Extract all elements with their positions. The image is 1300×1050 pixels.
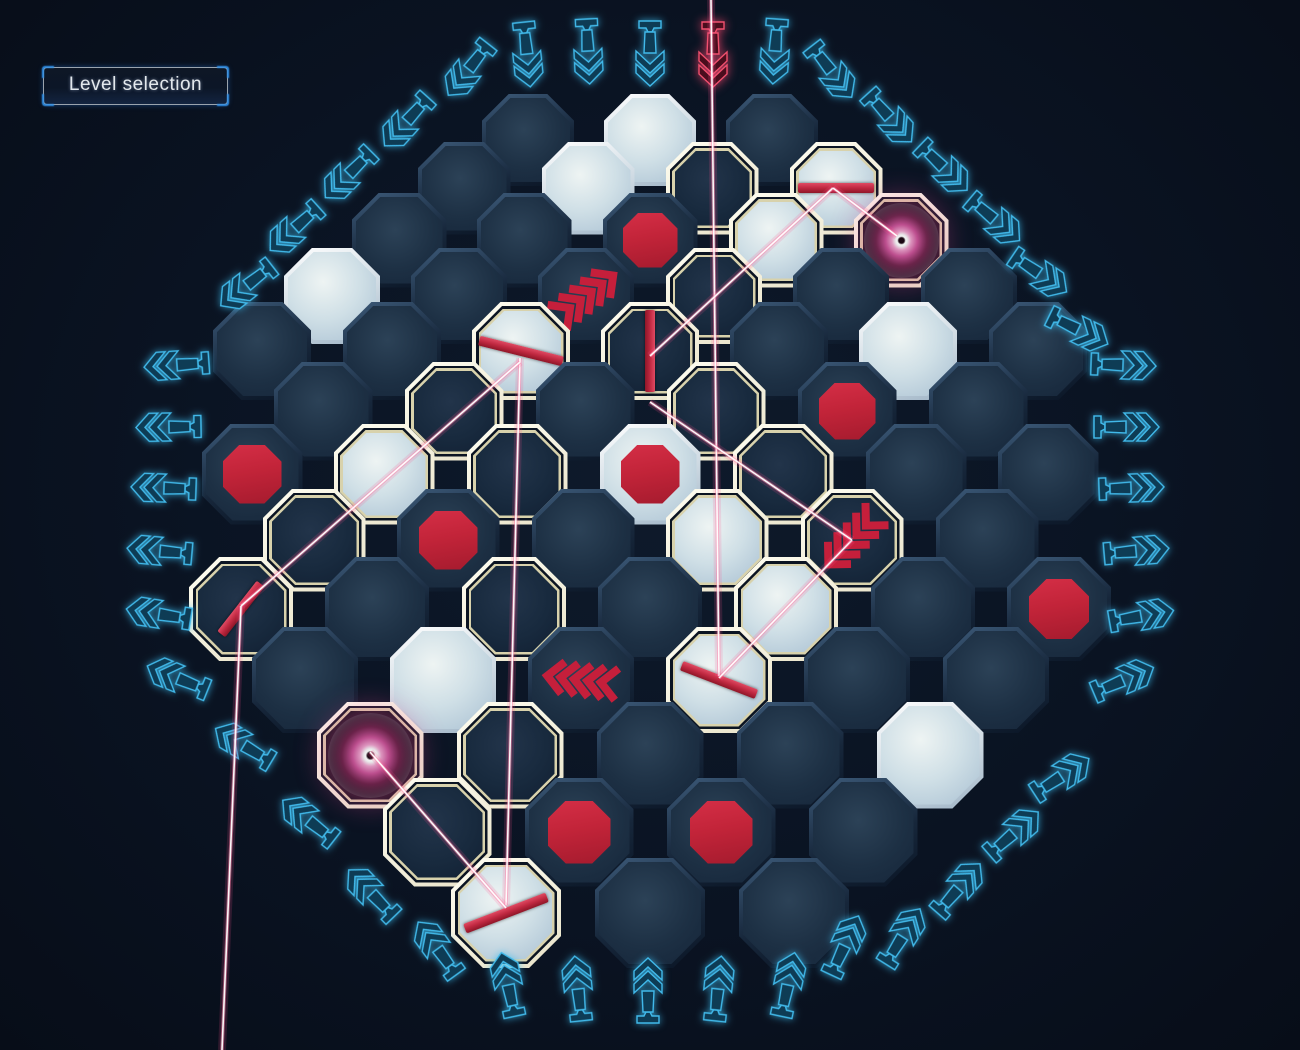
perimeter-arrow-icon[interactable] bbox=[1084, 648, 1164, 712]
perimeter-arrow-icon[interactable] bbox=[566, 16, 610, 88]
tile-light[interactable] bbox=[390, 627, 496, 733]
perimeter-arrow-icon[interactable] bbox=[268, 783, 348, 858]
red-octagon-marker bbox=[1029, 579, 1089, 639]
tile-dark[interactable] bbox=[595, 858, 705, 968]
perimeter-arrow-icon[interactable] bbox=[1088, 344, 1159, 386]
perimeter-arrow-icon[interactable] bbox=[812, 905, 878, 985]
tile-red-marker[interactable] bbox=[524, 777, 634, 887]
tile-dark[interactable] bbox=[531, 488, 635, 592]
perimeter-arrow-icon[interactable] bbox=[127, 467, 198, 509]
level-selection-button[interactable]: Level selection bbox=[42, 66, 229, 106]
tile-dark[interactable] bbox=[871, 557, 975, 661]
perimeter-arrow-icon[interactable] bbox=[400, 908, 474, 988]
tile-light[interactable] bbox=[876, 701, 984, 809]
red-octagon-marker bbox=[689, 800, 753, 864]
perimeter-arrow-icon[interactable] bbox=[122, 528, 195, 574]
button-corner-accent bbox=[217, 66, 229, 78]
perimeter-arrow-icon[interactable] bbox=[140, 343, 213, 388]
laser-emitter-arrow-icon[interactable] bbox=[693, 20, 733, 90]
red-octagon-marker bbox=[547, 800, 611, 864]
perimeter-arrow-icon[interactable] bbox=[955, 182, 1034, 258]
perimeter-arrow-icon[interactable] bbox=[630, 19, 670, 89]
perimeter-arrow-icon[interactable] bbox=[206, 249, 286, 324]
perimeter-arrow-icon[interactable] bbox=[481, 946, 535, 1023]
red-mirror-bar bbox=[798, 183, 874, 193]
perimeter-arrow-icon[interactable] bbox=[1039, 297, 1119, 364]
perimeter-arrow-icon[interactable] bbox=[1104, 590, 1180, 642]
perimeter-arrow-icon[interactable] bbox=[628, 955, 668, 1025]
red-mirror-bar bbox=[645, 310, 655, 392]
perimeter-arrow-icon[interactable] bbox=[905, 129, 983, 206]
perimeter-arrow-icon[interactable] bbox=[1100, 528, 1173, 574]
perimeter-arrow-icon[interactable] bbox=[867, 896, 938, 977]
perimeter-arrow-icon[interactable] bbox=[1022, 740, 1102, 812]
tile-dark[interactable] bbox=[598, 557, 702, 661]
perimeter-arrow-icon[interactable] bbox=[761, 946, 815, 1023]
tile-dark[interactable] bbox=[739, 858, 849, 968]
perimeter-arrow-icon[interactable] bbox=[309, 136, 387, 214]
perimeter-arrow-icon[interactable] bbox=[137, 646, 217, 709]
level-selection-label: Level selection bbox=[68, 74, 203, 95]
perimeter-arrow-icon[interactable] bbox=[795, 32, 870, 112]
perimeter-arrow-icon[interactable] bbox=[1096, 467, 1167, 509]
button-corner-accent bbox=[217, 94, 229, 106]
perimeter-arrow-icon[interactable] bbox=[255, 191, 334, 268]
perimeter-arrow-icon[interactable] bbox=[120, 589, 195, 639]
perimeter-arrow-icon[interactable] bbox=[852, 79, 929, 158]
perimeter-arrow-icon[interactable] bbox=[431, 30, 506, 110]
button-corner-accent bbox=[42, 94, 54, 106]
perimeter-arrow-icon[interactable] bbox=[974, 795, 1053, 871]
tile-red-marker[interactable] bbox=[666, 777, 776, 887]
button-corner-accent bbox=[42, 66, 54, 78]
perimeter-arrow-icon[interactable] bbox=[1092, 407, 1162, 447]
perimeter-arrow-icon[interactable] bbox=[554, 951, 601, 1025]
perimeter-arrow-icon[interactable] bbox=[1000, 238, 1080, 310]
perimeter-arrow-icon[interactable] bbox=[133, 406, 204, 447]
perimeter-arrow-icon[interactable] bbox=[753, 16, 798, 89]
perimeter-arrow-icon[interactable] bbox=[921, 848, 997, 927]
tile-dark[interactable] bbox=[213, 302, 311, 400]
perimeter-arrow-icon[interactable] bbox=[694, 951, 741, 1025]
perimeter-arrow-icon[interactable] bbox=[503, 18, 550, 92]
tile-chevron[interactable] bbox=[528, 627, 634, 733]
perimeter-arrow-icon[interactable] bbox=[368, 83, 445, 162]
